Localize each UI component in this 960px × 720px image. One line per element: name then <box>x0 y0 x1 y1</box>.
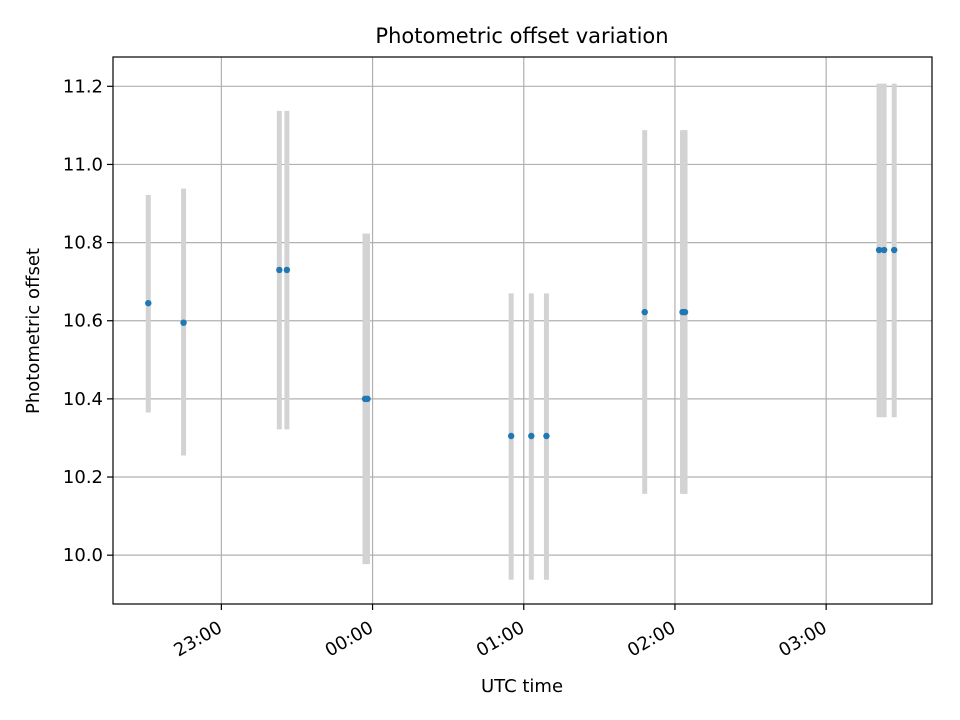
data-point <box>891 246 898 254</box>
data-point <box>180 319 187 326</box>
data-point <box>145 299 152 307</box>
grid <box>113 57 932 604</box>
data-point <box>875 246 883 254</box>
y-tick-label: 11.2 <box>63 76 103 97</box>
x-axis-label: UTC time <box>481 676 563 697</box>
y-tick-label: 10.0 <box>63 545 103 566</box>
y-tick-label: 10.6 <box>63 311 103 332</box>
data-point <box>283 266 291 274</box>
data-point <box>681 308 689 316</box>
data-point <box>507 432 515 440</box>
data-point <box>880 246 888 254</box>
data-point <box>528 432 535 440</box>
y-tick-label: 10.2 <box>63 467 103 488</box>
y-tick-label: 10.8 <box>63 233 103 254</box>
y-tick-label: 10.4 <box>63 389 103 410</box>
plot-frame <box>112 56 933 605</box>
data-point <box>641 308 648 316</box>
y-axis-ticks: 10.0 10.2 10.4 10.6 10.8 11.0 11.2 <box>63 76 113 566</box>
chart-title: Photometric offset variation <box>375 24 668 48</box>
y-tick-label: 11.0 <box>63 154 103 175</box>
y-axis-label: Photometric offset <box>23 248 44 414</box>
data-point <box>276 266 283 274</box>
data-point <box>543 432 550 440</box>
data-point <box>364 395 371 403</box>
data-points <box>145 246 898 440</box>
